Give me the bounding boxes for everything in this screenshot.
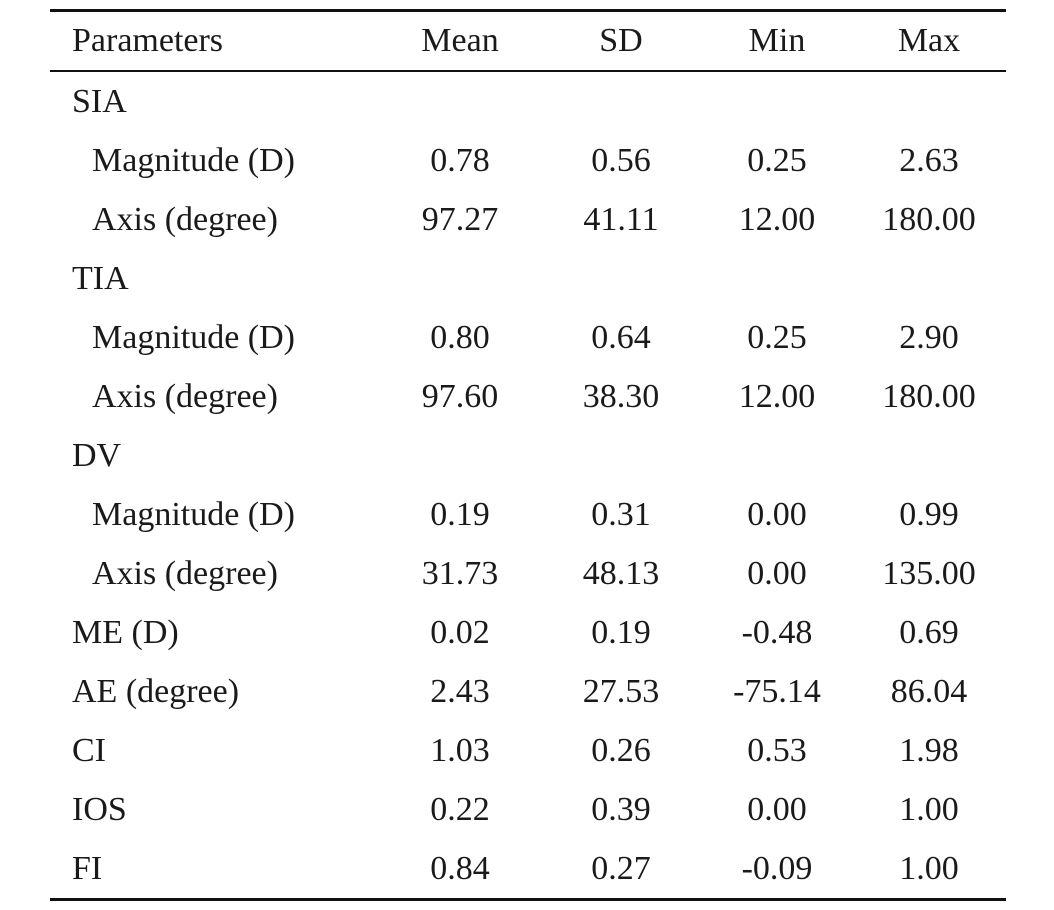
table-row: Magnitude (D) 0.78 0.56 0.25 2.63: [50, 131, 1006, 190]
row-label: IOS: [72, 790, 127, 828]
cell-max: 0.69: [899, 613, 959, 651]
table-row: ME (D) 0.02 0.19 -0.48 0.69: [50, 603, 1006, 662]
cell-min: -0.09: [741, 849, 813, 887]
cell-min: 0.25: [747, 318, 807, 356]
table-row: SIA: [50, 72, 1006, 131]
cell-min: 12.00: [738, 200, 816, 238]
cell-sd: 41.11: [583, 200, 659, 238]
cell-mean: 0.22: [430, 790, 490, 828]
header-sd: SD: [599, 22, 643, 59]
cell-max: 1.98: [899, 731, 959, 769]
cell-sd: [540, 426, 702, 485]
cell-min: 0.00: [747, 554, 807, 592]
cell-min: [702, 426, 852, 485]
cell-min: 12.00: [738, 377, 816, 415]
cell-sd: 38.30: [582, 377, 660, 415]
cell-max: 1.00: [899, 790, 959, 828]
table-row: Magnitude (D) 0.19 0.31 0.00 0.99: [50, 485, 1006, 544]
row-label: TIA: [72, 259, 129, 297]
cell-min: 0.25: [747, 141, 807, 179]
row-label: Axis (degree): [92, 554, 278, 592]
cell-max: [852, 72, 1006, 131]
cell-min: 0.00: [747, 495, 807, 533]
cell-min: -75.14: [733, 672, 821, 710]
cell-mean: 31.73: [421, 554, 499, 592]
top-rule: [50, 9, 1006, 12]
cell-sd: 0.64: [591, 318, 651, 356]
header-mean: Mean: [421, 22, 499, 59]
cell-sd: 0.31: [591, 495, 651, 533]
cell-mean: [380, 72, 540, 131]
row-label: DV: [72, 436, 122, 474]
cell-max: 0.99: [899, 495, 959, 533]
cell-max: 1.00: [899, 849, 959, 887]
bottom-rule: [50, 898, 1006, 901]
table-row: AE (degree) 2.43 27.53 -75.14 86.04: [50, 662, 1006, 721]
table-row: DV: [50, 426, 1006, 485]
cell-mean: [380, 426, 540, 485]
cell-max: 180.00: [882, 377, 976, 415]
row-label: Axis (degree): [92, 200, 278, 238]
cell-sd: 48.13: [582, 554, 660, 592]
cell-sd: [540, 72, 702, 131]
row-label: Magnitude (D): [92, 495, 296, 533]
cell-mean: 0.19: [430, 495, 490, 533]
cell-sd: 0.26: [591, 731, 651, 769]
cell-max: 180.00: [882, 200, 976, 238]
cell-mean: 0.02: [430, 613, 490, 651]
cell-max: 86.04: [890, 672, 968, 710]
header-min: Min: [748, 22, 806, 59]
cell-mean: [380, 249, 540, 308]
cell-mean: 1.03: [430, 731, 490, 769]
cell-mean: 0.84: [430, 849, 490, 887]
cell-min: [702, 72, 852, 131]
table-row: Magnitude (D) 0.80 0.64 0.25 2.90: [50, 308, 1006, 367]
cell-max: 2.90: [899, 318, 959, 356]
row-label: SIA: [72, 82, 127, 120]
cell-min: 0.00: [747, 790, 807, 828]
table-row: FI 0.84 0.27 -0.09 1.00: [50, 839, 1006, 898]
row-label: FI: [72, 849, 103, 887]
cell-mean: 0.78: [430, 141, 490, 179]
cell-mean: 97.27: [421, 200, 499, 238]
cell-sd: [540, 249, 702, 308]
cell-mean: 0.80: [430, 318, 490, 356]
cell-max: 135.00: [882, 554, 976, 592]
table-row: CI 1.03 0.26 0.53 1.98: [50, 721, 1006, 780]
table-row: IOS 0.22 0.39 0.00 1.00: [50, 780, 1006, 839]
cell-sd: 0.19: [591, 613, 651, 651]
table-row: Axis (degree) 97.27 41.11 12.00 180.00: [50, 190, 1006, 249]
cell-min: -0.48: [741, 613, 813, 651]
header-parameters: Parameters: [72, 22, 224, 59]
cell-min: 0.53: [747, 731, 807, 769]
row-label: Magnitude (D): [92, 141, 296, 179]
table-body: SIA Magnitude (D) 0.78 0.56 0.25 2.63 Axis (de…: [50, 72, 1006, 898]
cell-mean: 2.43: [430, 672, 490, 710]
header-max: Max: [897, 22, 961, 59]
cell-min: [702, 249, 852, 308]
cell-max: 2.63: [899, 141, 959, 179]
row-label: AE (degree): [72, 672, 240, 710]
table-row: Axis (degree) 31.73 48.13 0.00 135.00: [50, 544, 1006, 603]
table-row: Axis (degree) 97.60 38.30 12.00 180.00: [50, 367, 1006, 426]
cell-mean: 97.60: [421, 377, 499, 415]
table-row: TIA: [50, 249, 1006, 308]
header-rule: [50, 70, 1006, 72]
cell-sd: 0.27: [591, 849, 651, 887]
header-row: Parameters Mean SD Min Max: [50, 12, 1006, 70]
cell-sd: 0.39: [591, 790, 651, 828]
cell-sd: 27.53: [582, 672, 660, 710]
row-label: Magnitude (D): [92, 318, 296, 356]
row-label: CI: [72, 731, 106, 769]
row-label: Axis (degree): [92, 377, 278, 415]
table-header: Parameters Mean SD Min Max: [50, 12, 1006, 70]
parameters-table: Parameters Mean SD Min Max SIA Magnitude …: [50, 9, 1006, 901]
cell-max: [852, 426, 1006, 485]
row-label: ME (D): [72, 613, 179, 651]
cell-max: [852, 249, 1006, 308]
cell-sd: 0.56: [591, 141, 651, 179]
